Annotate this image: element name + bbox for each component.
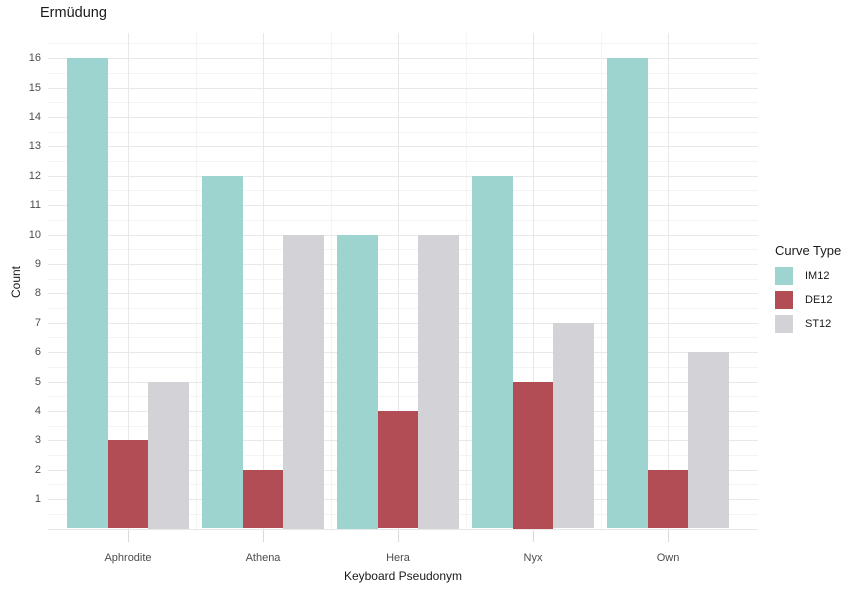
bar-st12-nyx xyxy=(553,322,594,529)
gridline-major-x xyxy=(668,33,669,531)
x-tick-label: Athena xyxy=(245,552,281,564)
y-tick-label: 5 xyxy=(34,375,41,388)
bar-st12-athena xyxy=(283,234,324,529)
bar-im12-own xyxy=(607,58,648,529)
plot-panel xyxy=(48,33,758,531)
y-tick-label: 7 xyxy=(34,316,41,329)
gridline-minor-y xyxy=(48,161,758,162)
y-tick-label: 6 xyxy=(34,346,41,359)
y-tick-label: 11 xyxy=(29,199,41,212)
gridline-major-x xyxy=(128,33,129,531)
gridline-major-y xyxy=(48,205,758,207)
gridline-minor-y xyxy=(48,72,758,74)
y-tick-label: 8 xyxy=(34,287,41,300)
y-tick-label: 9 xyxy=(34,257,41,270)
legend-item-st12: ST12 xyxy=(775,315,841,333)
bar-st12-aphrodite xyxy=(148,381,189,529)
legend-item-im12: IM12 xyxy=(775,267,841,285)
legend-label-im12: IM12 xyxy=(805,270,830,282)
x-axis-title: Keyboard Pseudonym xyxy=(343,569,463,583)
bar-im12-hera xyxy=(337,234,378,529)
x-tick-mark xyxy=(398,531,399,542)
gridline-major-x xyxy=(398,33,399,531)
y-tick-label: 14 xyxy=(28,110,41,123)
legend-item-de12: DE12 xyxy=(775,291,841,309)
gridline-minor-y xyxy=(48,43,758,45)
bar-im12-aphrodite xyxy=(67,58,108,529)
y-tick-label: 1 xyxy=(34,493,41,506)
x-tick-mark xyxy=(263,531,264,542)
y-tick-label: 15 xyxy=(28,81,41,94)
gridline-major-y xyxy=(48,322,758,324)
bar-de12-nyx xyxy=(512,381,554,529)
x-tick-label: Own xyxy=(656,552,680,564)
gridline-minor-y xyxy=(48,278,758,280)
legend-swatch-de12 xyxy=(775,291,793,309)
gridline-minor-y xyxy=(48,337,758,339)
y-tick-label: 10 xyxy=(28,228,41,241)
y-tick-label: 13 xyxy=(28,140,41,153)
x-tick-label: Hera xyxy=(386,552,410,564)
gridline-major-x xyxy=(533,33,534,531)
bar-im12-nyx xyxy=(472,175,513,529)
x-tick-mark xyxy=(128,531,129,542)
x-tick-label: Aphrodite xyxy=(104,552,152,564)
legend-label-st12: ST12 xyxy=(805,318,832,330)
gridline-minor-x xyxy=(600,33,602,531)
x-tick-mark xyxy=(533,531,534,542)
gridline-minor-y xyxy=(48,396,758,398)
gridline-minor-y xyxy=(48,190,758,192)
gridline-major-y xyxy=(48,116,758,118)
gridline-minor-y xyxy=(48,249,758,251)
bar-st12-hera xyxy=(418,234,459,529)
bar-de12-hera xyxy=(377,410,419,529)
legend-swatch-st12 xyxy=(775,315,793,333)
gridline-minor-y xyxy=(48,366,758,368)
gridline-major-y xyxy=(48,175,758,177)
gridline-minor-y xyxy=(48,308,758,309)
gridline-minor-x xyxy=(465,33,467,531)
legend-swatch-im12 xyxy=(775,267,793,285)
gridline-major-y xyxy=(48,87,758,89)
y-tick-label: 4 xyxy=(34,404,41,417)
gridline-major-y xyxy=(48,293,758,295)
legend-items: IM12 DE12 ST12 xyxy=(775,267,841,333)
gridline-minor-y xyxy=(48,131,758,133)
gridline-major-y xyxy=(48,58,758,60)
chart-title: Ermüdung xyxy=(40,5,107,21)
x-tick-mark xyxy=(668,531,669,542)
gridline-minor-y xyxy=(48,102,758,104)
bar-im12-athena xyxy=(202,175,243,529)
bar-de12-athena xyxy=(242,469,284,529)
gridline-minor-x xyxy=(330,33,332,531)
x-tick-label: Nyx xyxy=(523,552,543,564)
gridline-major-y xyxy=(48,263,758,265)
bar-de12-own xyxy=(647,469,689,529)
legend-title: Curve Type xyxy=(775,243,842,258)
y-tick-label: 2 xyxy=(34,463,41,476)
bar-st12-own xyxy=(688,352,729,529)
y-tick-label: 3 xyxy=(34,434,41,447)
gridline-major-x xyxy=(263,33,264,531)
gridline-major-y xyxy=(48,528,758,530)
y-tick-label: 12 xyxy=(28,169,41,182)
gridline-major-y xyxy=(48,352,758,354)
legend: Curve Type IM12 DE12 ST12 xyxy=(775,243,841,339)
legend-label-de12: DE12 xyxy=(805,294,833,306)
bar-de12-aphrodite xyxy=(107,440,149,529)
y-tick-label: 16 xyxy=(28,52,41,65)
gridline-minor-x xyxy=(195,33,197,531)
gridline-minor-y xyxy=(48,219,758,221)
gridline-major-y xyxy=(48,146,758,148)
gridline-major-y xyxy=(48,381,758,383)
gridline-major-y xyxy=(48,234,758,236)
